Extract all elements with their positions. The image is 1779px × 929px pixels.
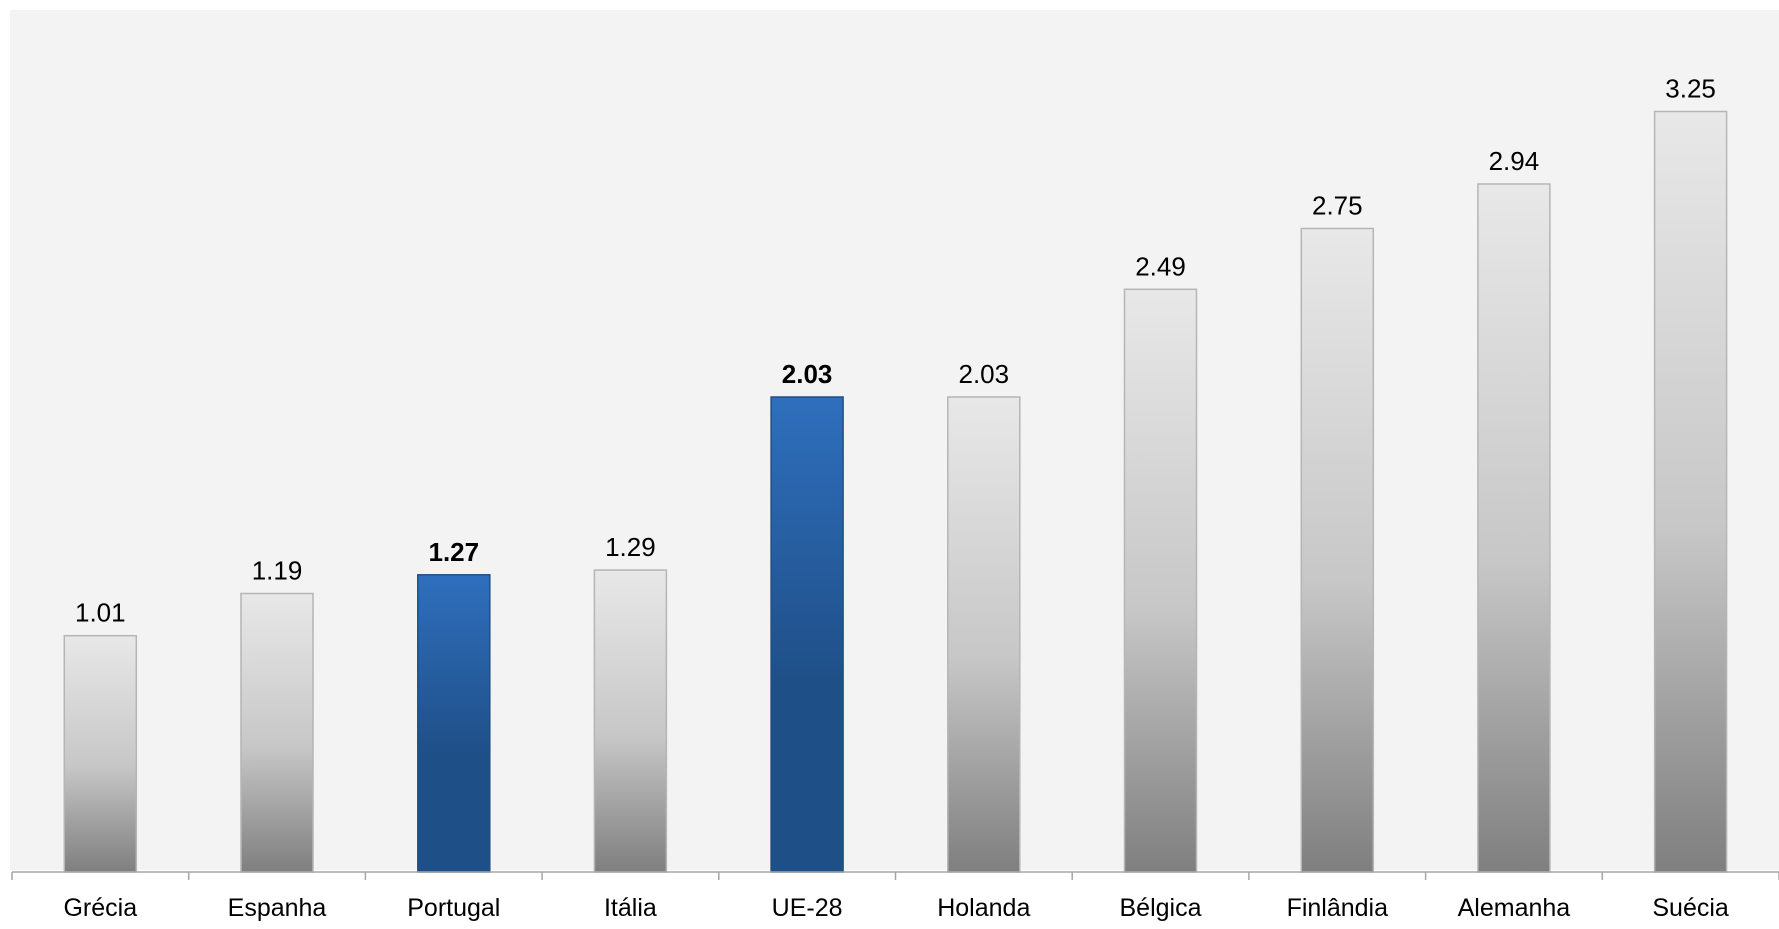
data-label: 2.75 xyxy=(1312,191,1363,221)
data-label: 1.29 xyxy=(605,532,656,562)
data-label: 1.19 xyxy=(252,556,303,586)
bar-portugal xyxy=(417,574,491,873)
x-tick-label: Espanha xyxy=(228,894,327,922)
bar-holanda xyxy=(947,396,1021,873)
bar-b-lgica xyxy=(1123,288,1198,873)
bar-espanha xyxy=(240,592,314,873)
data-label: 2.94 xyxy=(1489,146,1540,176)
bar-ue-28 xyxy=(770,396,844,873)
data-label: 1.01 xyxy=(75,598,126,628)
data-label: 3.25 xyxy=(1665,74,1716,104)
x-tick-label: Itália xyxy=(604,894,657,922)
data-labels: 1.01 1.19 1.27 1.29 2.03 2.03 2.49 2.75 2.94 3.25 xyxy=(75,74,1716,628)
data-label: 2.49 xyxy=(1135,251,1186,281)
x-tick-label: Suécia xyxy=(1652,894,1729,922)
x-tick-label: UE-28 xyxy=(772,894,843,922)
bar-su-cia xyxy=(1653,110,1728,873)
x-tick-label: Grécia xyxy=(63,894,137,922)
bar-it-lia xyxy=(593,569,668,873)
x-tick-label: Alemanha xyxy=(1458,894,1571,922)
data-label: 2.03 xyxy=(958,359,1009,389)
x-tick-labels: Grécia Espanha Portugal Itália UE-28 Holanda B… xyxy=(63,894,1728,922)
x-tick-label: Portugal xyxy=(407,894,500,922)
bar-gr-cia xyxy=(63,634,138,873)
bar-finl-ndia xyxy=(1300,227,1375,873)
x-tick-label: Finlândia xyxy=(1287,894,1389,922)
bars xyxy=(63,110,1728,873)
x-tick-label: Bélgica xyxy=(1120,894,1202,922)
x-axis xyxy=(11,871,1779,880)
x-tick-label: Holanda xyxy=(937,894,1030,922)
data-label: 2.03 xyxy=(782,359,833,389)
bar-alemanha xyxy=(1477,183,1551,873)
data-label: 1.27 xyxy=(428,537,479,567)
